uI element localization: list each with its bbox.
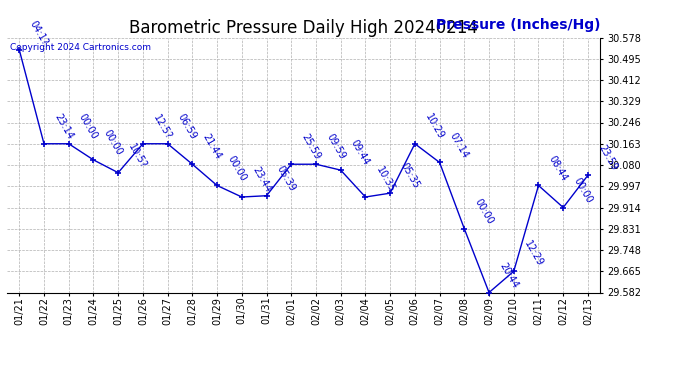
Text: 23:44: 23:44: [250, 165, 273, 194]
Text: Pressure (Inches/Hg): Pressure (Inches/Hg): [436, 18, 600, 32]
Text: 00:00: 00:00: [473, 197, 495, 226]
Text: 00:00: 00:00: [571, 176, 594, 205]
Text: 07:14: 07:14: [448, 130, 471, 160]
Text: 05:35: 05:35: [398, 161, 421, 190]
Text: 05:39: 05:39: [275, 164, 297, 193]
Text: 25:59: 25:59: [299, 132, 322, 162]
Text: 04:1?: 04:1?: [28, 19, 50, 47]
Text: 09:59: 09:59: [324, 132, 347, 162]
Text: 08:44: 08:44: [546, 154, 569, 183]
Text: 20:44: 20:44: [497, 261, 520, 290]
Text: 12:29: 12:29: [522, 239, 545, 268]
Text: 10:29: 10:29: [423, 112, 446, 141]
Text: Copyright 2024 Cartronics.com: Copyright 2024 Cartronics.com: [10, 43, 151, 52]
Text: 12:5?: 12:5?: [151, 112, 173, 141]
Text: 00:00: 00:00: [226, 154, 248, 183]
Text: 23:14: 23:14: [52, 112, 75, 141]
Text: 23:59: 23:59: [596, 143, 619, 172]
Text: 00:00: 00:00: [77, 112, 99, 141]
Title: Barometric Pressure Daily High 20240214: Barometric Pressure Daily High 20240214: [129, 20, 478, 38]
Text: 10:35: 10:35: [374, 165, 396, 194]
Text: 09:44: 09:44: [349, 138, 371, 167]
Text: 21:44: 21:44: [201, 132, 224, 162]
Text: 00:00: 00:00: [101, 128, 124, 157]
Text: 06:59: 06:59: [176, 112, 199, 141]
Text: 10:5?: 10:5?: [126, 142, 148, 170]
